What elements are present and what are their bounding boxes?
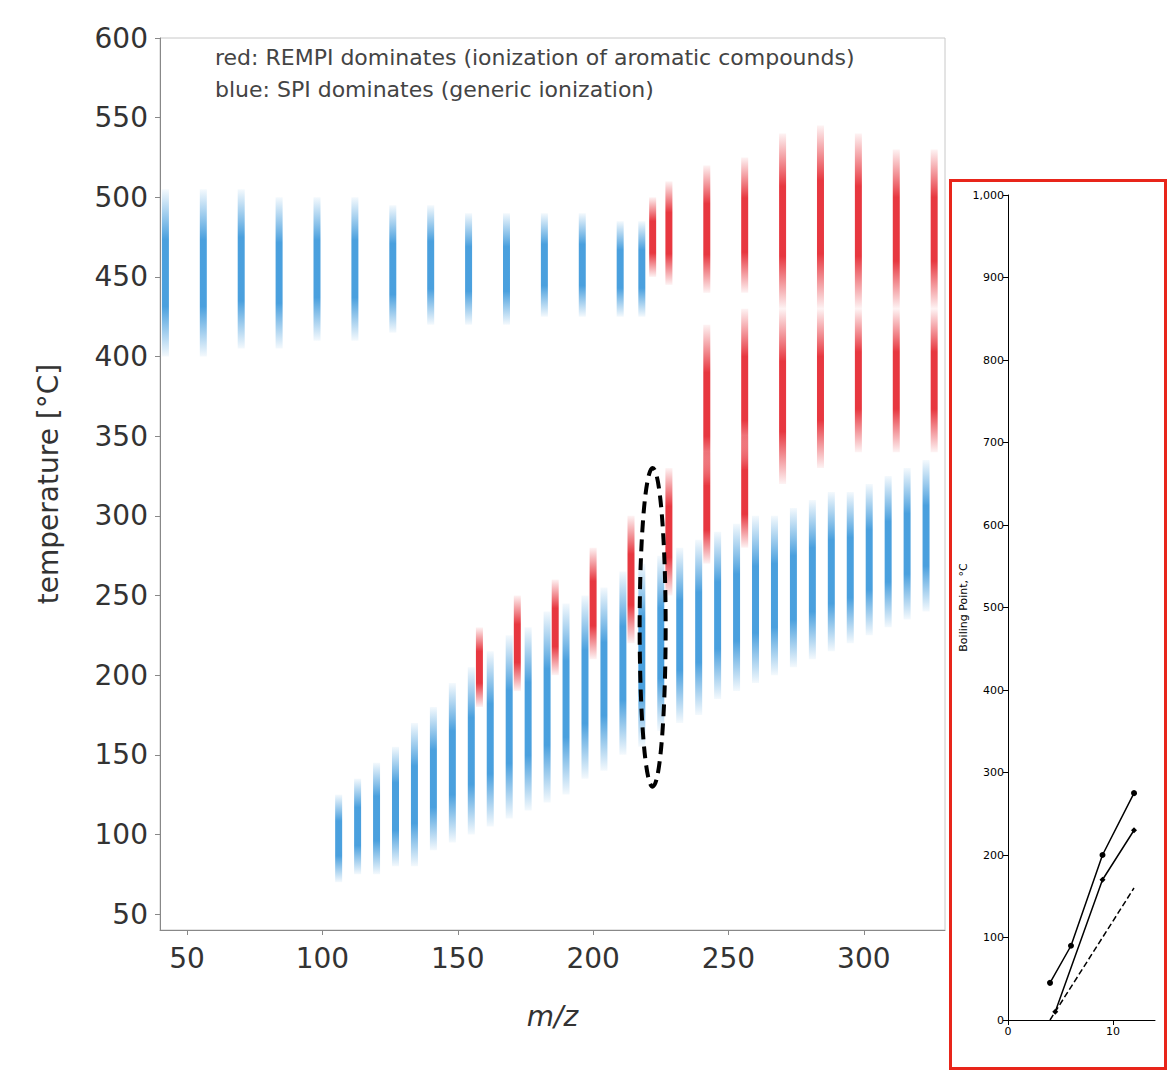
svg-text:200: 200 bbox=[566, 942, 619, 975]
svg-text:150: 150 bbox=[95, 738, 148, 771]
svg-text:Boiling Point, °C: Boiling Point, °C bbox=[957, 563, 970, 652]
svg-text:550: 550 bbox=[95, 101, 148, 134]
svg-text:900: 900 bbox=[983, 271, 1004, 284]
svg-text:250: 250 bbox=[702, 942, 755, 975]
svg-text:350: 350 bbox=[95, 420, 148, 453]
svg-text:800: 800 bbox=[983, 354, 1004, 367]
svg-text:temperature [°C]: temperature [°C] bbox=[32, 364, 65, 604]
svg-text:400: 400 bbox=[95, 340, 148, 373]
svg-text:50: 50 bbox=[112, 898, 148, 931]
svg-text:0: 0 bbox=[997, 1014, 1004, 1027]
svg-text:1,000: 1,000 bbox=[973, 189, 1005, 202]
svg-text:10: 10 bbox=[1106, 1025, 1120, 1038]
svg-text:50: 50 bbox=[169, 942, 205, 975]
svg-text:700: 700 bbox=[983, 436, 1004, 449]
svg-text:200: 200 bbox=[983, 849, 1004, 862]
svg-text:450: 450 bbox=[95, 260, 148, 293]
svg-text:100: 100 bbox=[296, 942, 349, 975]
svg-text:100: 100 bbox=[983, 931, 1004, 944]
svg-text:200: 200 bbox=[95, 659, 148, 692]
svg-text:600: 600 bbox=[983, 519, 1004, 532]
svg-text:m/z: m/z bbox=[527, 1000, 580, 1033]
svg-text:300: 300 bbox=[983, 766, 1004, 779]
svg-text:300: 300 bbox=[95, 499, 148, 532]
svg-text:150: 150 bbox=[431, 942, 484, 975]
svg-text:100: 100 bbox=[95, 818, 148, 851]
svg-text:0: 0 bbox=[1005, 1025, 1012, 1038]
svg-text:600: 600 bbox=[95, 22, 148, 55]
svg-text:500: 500 bbox=[95, 181, 148, 214]
svg-text:500: 500 bbox=[983, 601, 1004, 614]
svg-text:250: 250 bbox=[95, 579, 148, 612]
svg-text:red: REMPI dominates (ionizati: red: REMPI dominates (ionization of arom… bbox=[215, 45, 855, 70]
svg-text:400: 400 bbox=[983, 684, 1004, 697]
svg-text:blue: SPI dominates (generic i: blue: SPI dominates (generic ionization) bbox=[215, 77, 654, 102]
svg-text:300: 300 bbox=[837, 942, 890, 975]
